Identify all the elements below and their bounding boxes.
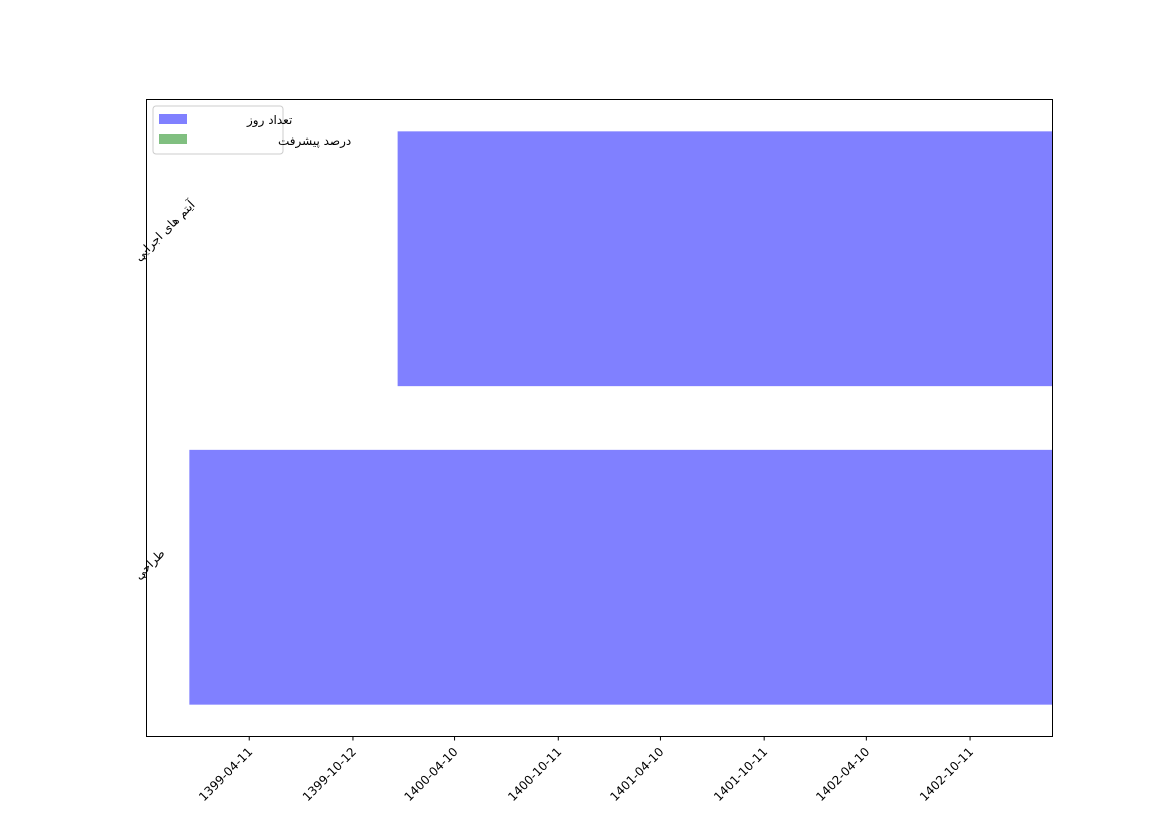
bars-group: [189, 131, 1053, 705]
legend-label-progress: درصد پیشرفت: [278, 134, 351, 149]
y-tick-label: آیتم های اجرایی: [131, 197, 199, 265]
x-tick-label: 1400-10-11: [505, 745, 564, 804]
x-tick-label: 1399-10-12: [300, 745, 359, 804]
x-tick-label: 1401-04-10: [607, 745, 666, 804]
bar: [397, 131, 1053, 387]
y-axis: طراحی آیتم های اجرایی: [131, 197, 199, 583]
legend-swatch-progress: [159, 134, 187, 144]
x-axis: 1399-04-11 1399-10-12 1400-04-10 1400-10-11…: [196, 736, 976, 804]
plot-frame: [146, 99, 1053, 737]
bar: [189, 449, 1053, 705]
x-tick-label: 1402-04-10: [813, 745, 872, 804]
x-tick-label: 1400-04-10: [401, 745, 460, 804]
x-tick-label: 1402-10-11: [917, 745, 976, 804]
x-tick-label: 1401-10-11: [711, 745, 770, 804]
y-tick-label: طراحی: [132, 546, 169, 583]
legend: تعداد روز درصد پیشرفت: [152, 105, 351, 155]
legend-label-days: تعداد روز: [246, 113, 292, 128]
legend-swatch-days: [159, 114, 187, 124]
x-tick-label: 1399-04-11: [196, 745, 255, 804]
